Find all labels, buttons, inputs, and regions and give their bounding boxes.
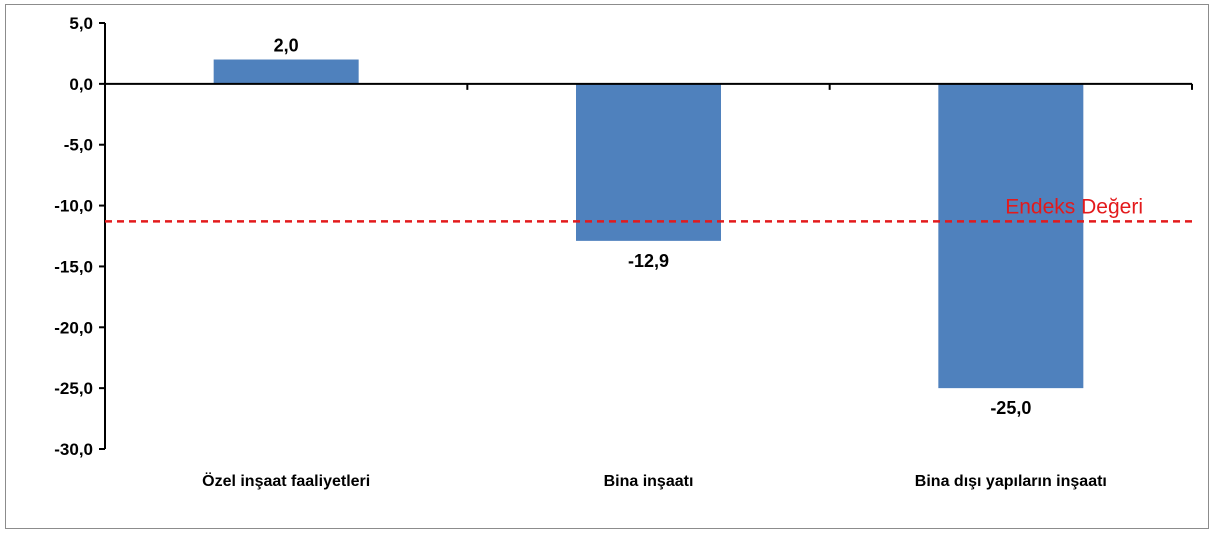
x-category-label: Bina inşaatı [604, 473, 694, 490]
bar [213, 59, 359, 84]
x-category-label: Özel inşaat faaliyetleri [202, 471, 370, 490]
y-tick-label: 0,0 [69, 75, 93, 94]
data-label: -12,9 [628, 251, 669, 271]
data-label: -25,0 [990, 398, 1031, 418]
y-tick-label: 5,0 [69, 14, 93, 33]
bar [576, 83, 721, 241]
y-tick-label: -15,0 [54, 257, 93, 276]
x-category-label: Bina dışı yapıların inşaatı [915, 473, 1107, 490]
bars: 2,0 -12,9 -25,0 [213, 36, 1084, 418]
y-tick-label: -5,0 [64, 136, 93, 155]
y-tick-label: -25,0 [54, 379, 93, 398]
reference-line-label: Endeks Değeri [1005, 195, 1143, 218]
y-tick-label: -10,0 [54, 197, 93, 216]
y-tick-label: -20,0 [54, 318, 93, 337]
data-label: 2,0 [274, 36, 299, 56]
bar [938, 83, 1084, 389]
reference-line-group: Endeks Değeri [105, 195, 1192, 223]
x-axis: Özel inşaat faaliyetleri Bina inşaatı Bina… [105, 82, 1193, 490]
y-tick-label: -30,0 [54, 440, 93, 459]
y-axis: 5,0 0,0 -5,0 -10,0 -15,0 -20,0 -25,0 -30,0 [54, 14, 106, 459]
